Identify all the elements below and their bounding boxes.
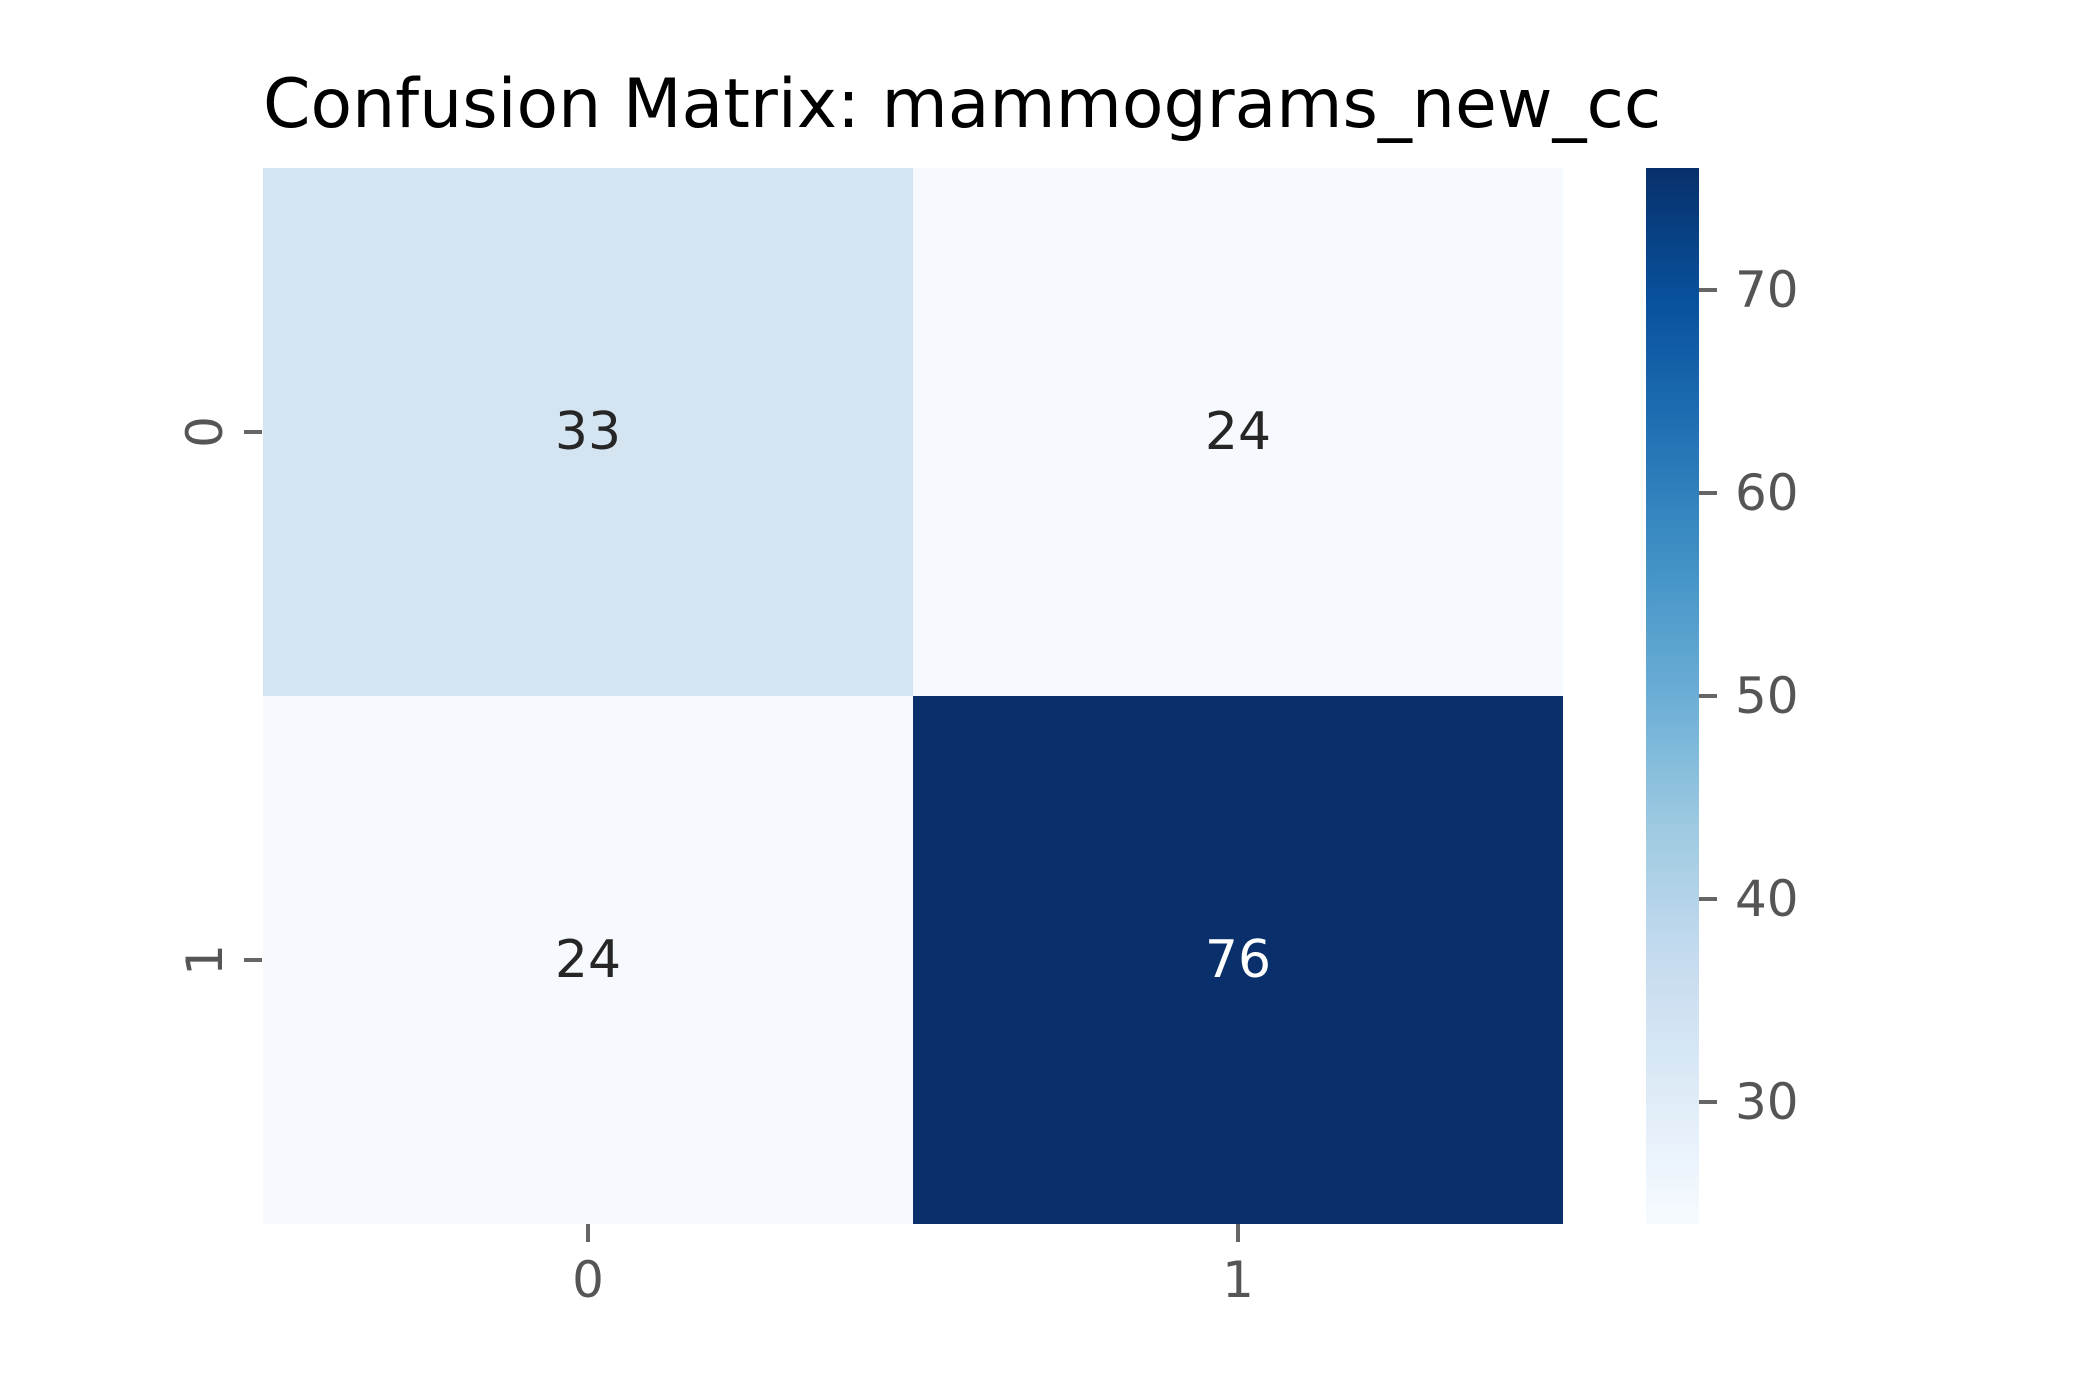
y-tick-label-0: 0 [176,416,234,448]
colorbar-tick-mark-60 [1699,491,1717,495]
x-tick-label-0: 0 [572,1251,604,1309]
colorbar-tick-mark-50 [1699,694,1717,698]
y-tick-mark-0 [244,430,262,434]
cell-value: 24 [554,930,622,990]
colorbar-tick-mark-40 [1699,897,1717,901]
chart-title: Confusion Matrix: mammograms_new_cc [263,65,1662,144]
colorbar-gradient [1646,168,1699,1224]
cell-value: 76 [1204,930,1272,990]
heatmap-cell-r1c0: 24 [263,696,913,1224]
colorbar-tick-mark-30 [1699,1100,1717,1104]
x-tick-label-1: 1 [1222,1251,1254,1309]
cell-value: 33 [554,402,622,462]
heatmap-cell-r0c1: 24 [913,168,1563,696]
heatmap-cell-r1c1: 76 [913,696,1563,1224]
colorbar-tick-mark-70 [1699,288,1717,292]
colorbar-tick-label-40: 40 [1735,870,1799,928]
heatmap-cell-r0c0: 33 [263,168,913,696]
y-tick-mark-1 [244,958,262,962]
colorbar-tick-label-50: 50 [1735,667,1799,725]
colorbar-tick-label-30: 30 [1735,1073,1799,1131]
y-tick-label-1: 1 [176,944,234,976]
heatmap-grid: 33 24 24 76 [263,168,1563,1224]
colorbar-tick-label-70: 70 [1735,261,1799,319]
colorbar-tick-label-60: 60 [1735,464,1799,522]
x-tick-mark-0 [586,1224,590,1242]
x-tick-mark-1 [1236,1224,1240,1242]
cell-value: 24 [1204,402,1272,462]
